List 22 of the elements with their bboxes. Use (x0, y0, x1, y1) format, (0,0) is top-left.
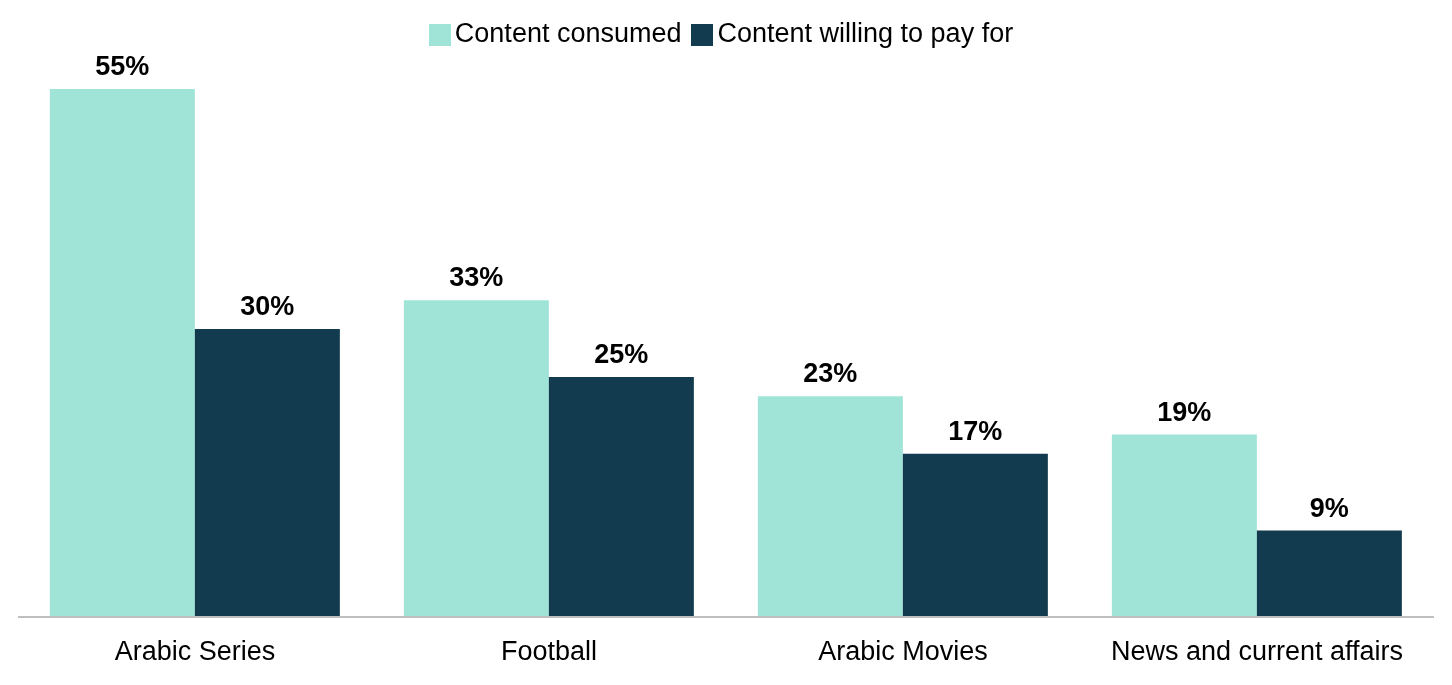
bar (902, 453, 1048, 617)
bar (49, 89, 195, 617)
x-tick-label: Arabic Movies (818, 636, 988, 667)
bar (1111, 434, 1257, 617)
data-label: 30% (240, 291, 295, 321)
bar (403, 300, 549, 617)
data-label: 55% (95, 51, 150, 81)
data-label: 25% (594, 339, 649, 369)
data-label: 19% (1157, 396, 1212, 427)
data-label: 9% (1309, 492, 1349, 523)
bar (194, 329, 340, 617)
data-label: 33% (449, 262, 504, 293)
legend-label: Content consumed (454, 18, 682, 48)
data-label: 17% (948, 415, 1003, 446)
legend-label: Content willing to pay for (717, 18, 1014, 48)
bar (548, 377, 694, 617)
data-label: 23% (803, 358, 858, 389)
x-tick-label: Arabic Series (114, 636, 276, 667)
bar (757, 396, 903, 617)
bar (1256, 530, 1402, 617)
x-tick-label: Football (500, 636, 598, 667)
x-tick-label: News and current affairs (1110, 636, 1404, 667)
